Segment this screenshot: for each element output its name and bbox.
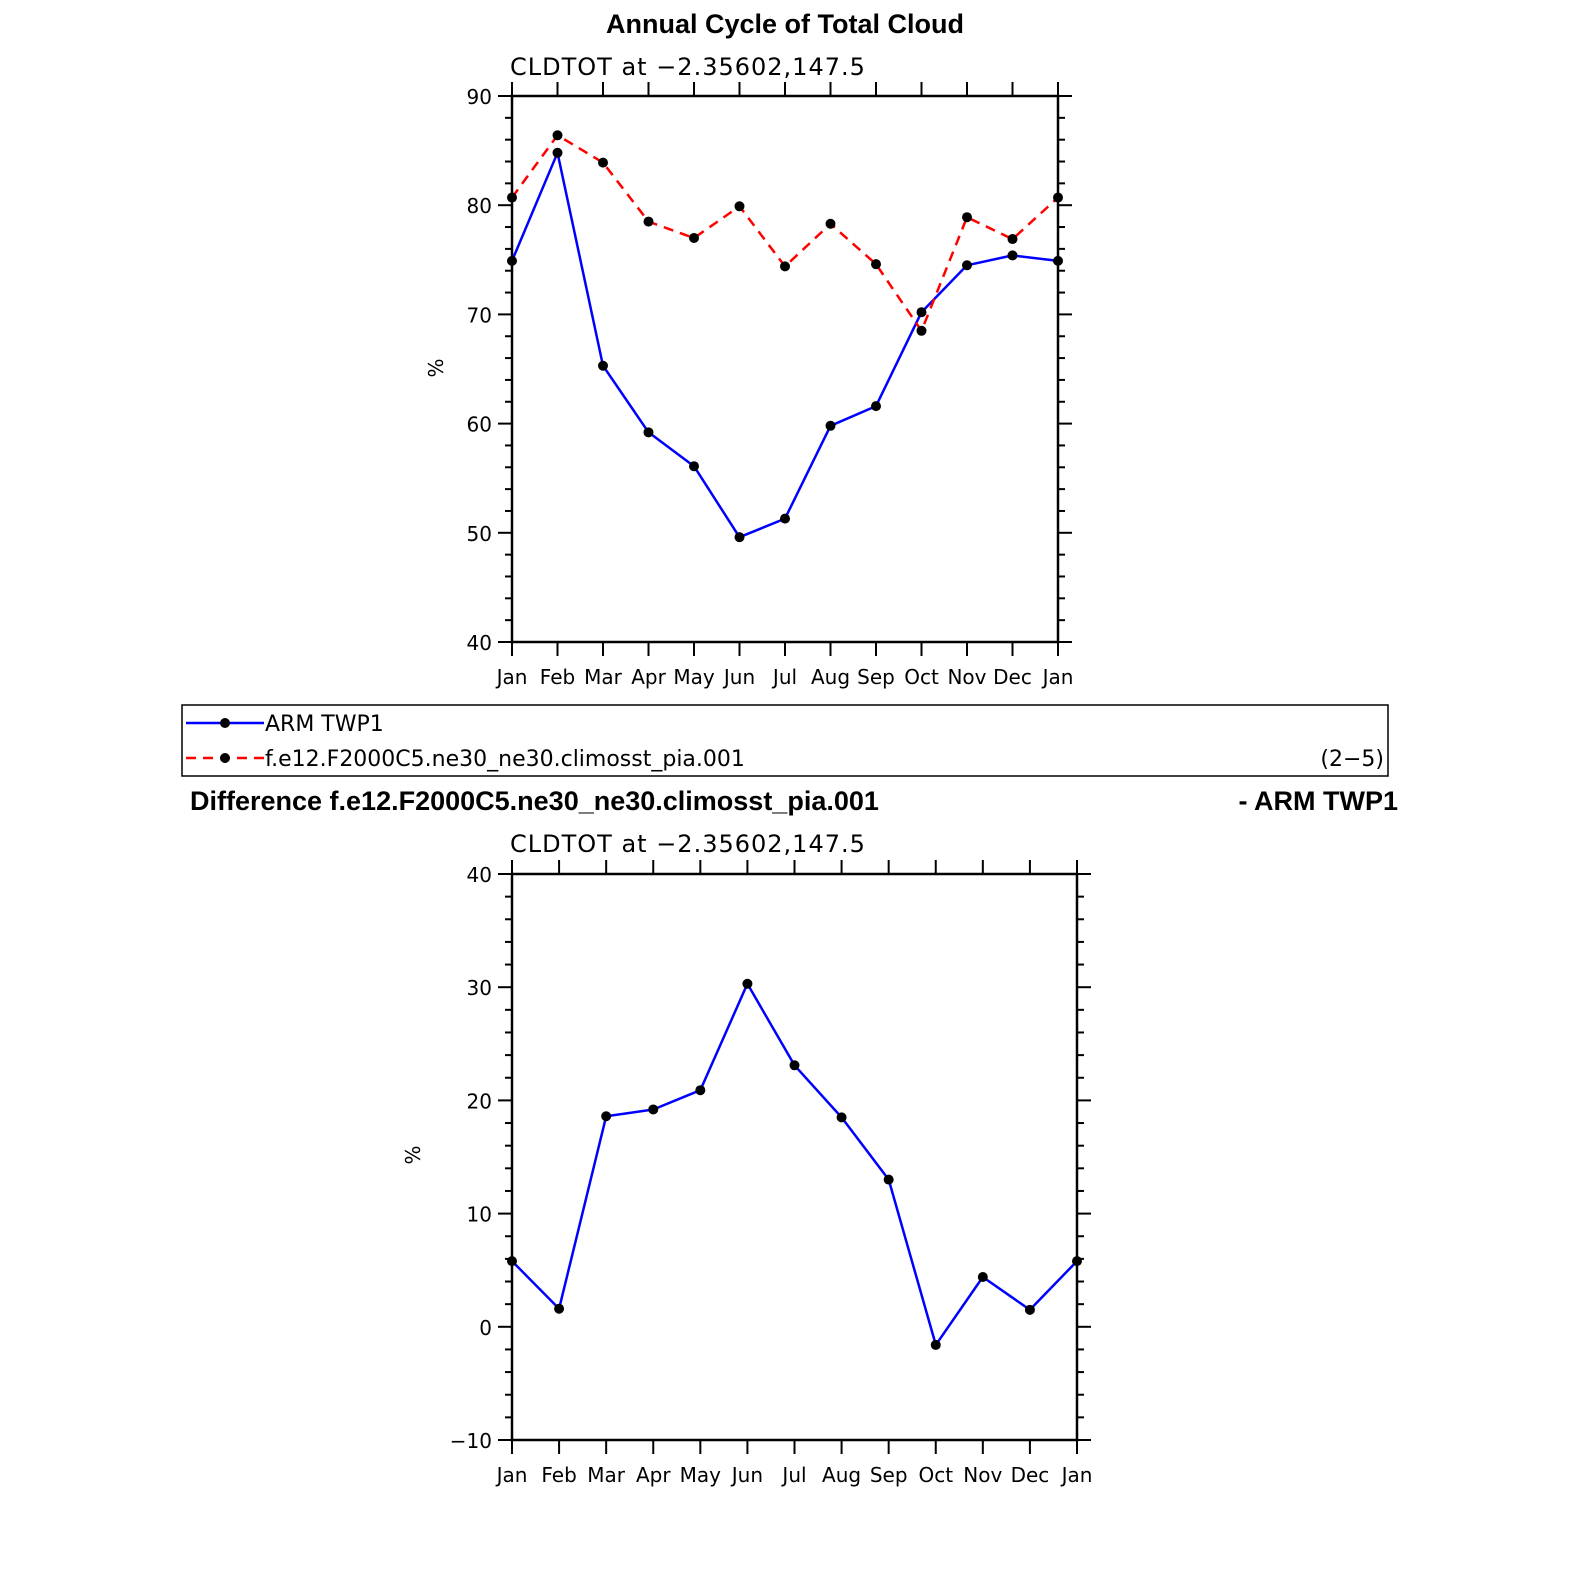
bottom-xtick-label: Sep — [870, 1463, 908, 1487]
bottom-series-0-point — [883, 1174, 894, 1185]
bottom-xtick-label: Oct — [918, 1463, 953, 1487]
top-xtick-label: Jan — [495, 665, 528, 689]
top-xtick-label: Sep — [857, 665, 895, 689]
top-series-0-point — [916, 307, 927, 318]
panel-label: (2−5) — [1320, 747, 1384, 772]
top-series-line-0 — [510, 151, 1059, 539]
top-series-0-point — [1007, 250, 1018, 261]
bottom-series-0-point — [601, 1111, 612, 1122]
top-series-1-point — [598, 157, 608, 168]
top-series-1-point — [1053, 192, 1063, 203]
legend-label-arm: ARM TWP1 — [265, 712, 384, 737]
top-series-0-point — [507, 255, 517, 266]
top-series-1-point — [1007, 234, 1018, 245]
top-chart-title: Annual Cycle of Total Cloud — [606, 9, 964, 39]
top-plot-frame — [510, 94, 1060, 644]
top-series-1-point — [734, 201, 745, 212]
top-chart-ylabel: % — [424, 358, 448, 377]
top-series-line-1 — [510, 134, 1059, 333]
top-xtick-label: Nov — [947, 665, 986, 689]
legend-box — [181, 704, 1389, 777]
bottom-series-0-point — [695, 1085, 706, 1096]
top-xtick-label: Feb — [540, 665, 575, 689]
top-series-1-point — [871, 259, 881, 270]
top-series-0-point — [643, 427, 654, 438]
bottom-series-0-point — [789, 1060, 800, 1071]
bottom-xtick-label: May — [680, 1463, 722, 1487]
top-series-1-point — [780, 261, 790, 272]
bottom-ytick-label: 0 — [479, 1316, 492, 1340]
bottom-xtick-label: Aug — [822, 1463, 861, 1487]
top-series-0-point — [780, 513, 790, 524]
bottom-xtick-label: Apr — [636, 1463, 671, 1487]
bottom-series-0-point — [1024, 1304, 1035, 1315]
legend-label-model: f.e12.F2000C5.ne30_ne30.climosst_pia.001 — [265, 747, 745, 772]
top-series-1-point — [552, 130, 563, 141]
top-ytick-label: 60 — [467, 413, 492, 437]
top-ytick-label: 80 — [467, 194, 492, 218]
legend-marker-model — [220, 753, 230, 763]
top-xtick-label: Jul — [771, 665, 797, 689]
bottom-ytick-label: 10 — [467, 1203, 492, 1227]
legend-marker-arm — [220, 718, 230, 728]
top-series-0-point — [871, 401, 881, 412]
top-series-0-point — [962, 260, 972, 271]
top-xtick-label: May — [673, 665, 715, 689]
top-ytick-label: 40 — [467, 631, 492, 655]
top-series-0-point — [734, 532, 745, 543]
bottom-ytick-label: 20 — [467, 1089, 492, 1113]
bottom-chart-subtitle: CLDTOT at −2.35602,147.5 — [510, 830, 866, 858]
bottom-chart: −10 0 10 20 30 40 Jan Feb Mar Apr May Jun Jul Aug Sep O… — [450, 860, 1093, 1487]
top-series-0-point — [552, 147, 563, 158]
bottom-series-0-point — [836, 1112, 847, 1123]
top-xtick-label: Mar — [584, 665, 623, 689]
bottom-xtick-label: Jan — [495, 1463, 528, 1487]
bottom-xtick-label: Jan — [1060, 1463, 1093, 1487]
bottom-xtick-label: Jun — [730, 1463, 763, 1487]
top-series-1-point — [643, 216, 654, 227]
top-series-1-point — [916, 325, 927, 336]
bottom-ytick-label: 30 — [467, 976, 492, 1000]
bottom-xtick-label: Nov — [963, 1463, 1002, 1487]
top-xtick-label: Oct — [904, 665, 939, 689]
top-series-0-point — [1053, 255, 1063, 266]
top-series-0-point — [598, 360, 608, 371]
legend: ARM TWP1 f.e12.F2000C5.ne30_ne30.climoss… — [181, 704, 1389, 777]
bottom-series-0-point — [930, 1339, 941, 1350]
top-chart: 40 50 60 70 80 90 Jan Feb Mar Apr May Jun Jul Aug Sep O… — [467, 82, 1074, 689]
top-chart-subtitle: CLDTOT at −2.35602,147.5 — [510, 53, 866, 81]
top-series-1-point — [825, 218, 836, 229]
bottom-series-0-point — [648, 1104, 659, 1115]
bottom-xtick-label: Mar — [587, 1463, 626, 1487]
top-ytick-label: 70 — [467, 303, 492, 327]
bottom-series-0-point — [742, 978, 753, 989]
bottom-chart-title-right: - ARM TWP1 — [1239, 786, 1398, 816]
top-series-1-point — [962, 212, 972, 223]
top-ytick-label: 50 — [467, 522, 492, 546]
bottom-series-0-point — [554, 1303, 565, 1314]
bottom-ytick-label: 40 — [467, 863, 492, 887]
bottom-series-0-point — [977, 1271, 988, 1282]
bottom-chart-title: Difference f.e12.F2000C5.ne30_ne30.climo… — [190, 786, 879, 816]
top-xtick-label: Apr — [631, 665, 666, 689]
bottom-series-0-point — [507, 1256, 517, 1267]
top-xtick-label: Dec — [993, 665, 1032, 689]
bottom-xtick-label: Dec — [1011, 1463, 1050, 1487]
top-ytick-label: 90 — [467, 85, 492, 109]
top-series-1-point — [507, 192, 517, 203]
bottom-series-0-point — [1072, 1256, 1082, 1267]
top-series-0-point — [689, 461, 699, 472]
bottom-chart-ylabel: % — [401, 1145, 425, 1164]
bottom-ytick-label: −10 — [450, 1429, 492, 1453]
top-series-1-point — [689, 232, 699, 243]
top-xtick-label: Jun — [722, 665, 755, 689]
top-xtick-label: Aug — [811, 665, 850, 689]
top-series-0-point — [825, 420, 836, 431]
bottom-series-line-0 — [511, 982, 1078, 1347]
bottom-xtick-label: Feb — [541, 1463, 576, 1487]
bottom-xtick-label: Jul — [780, 1463, 806, 1487]
top-xtick-label: Jan — [1041, 665, 1074, 689]
